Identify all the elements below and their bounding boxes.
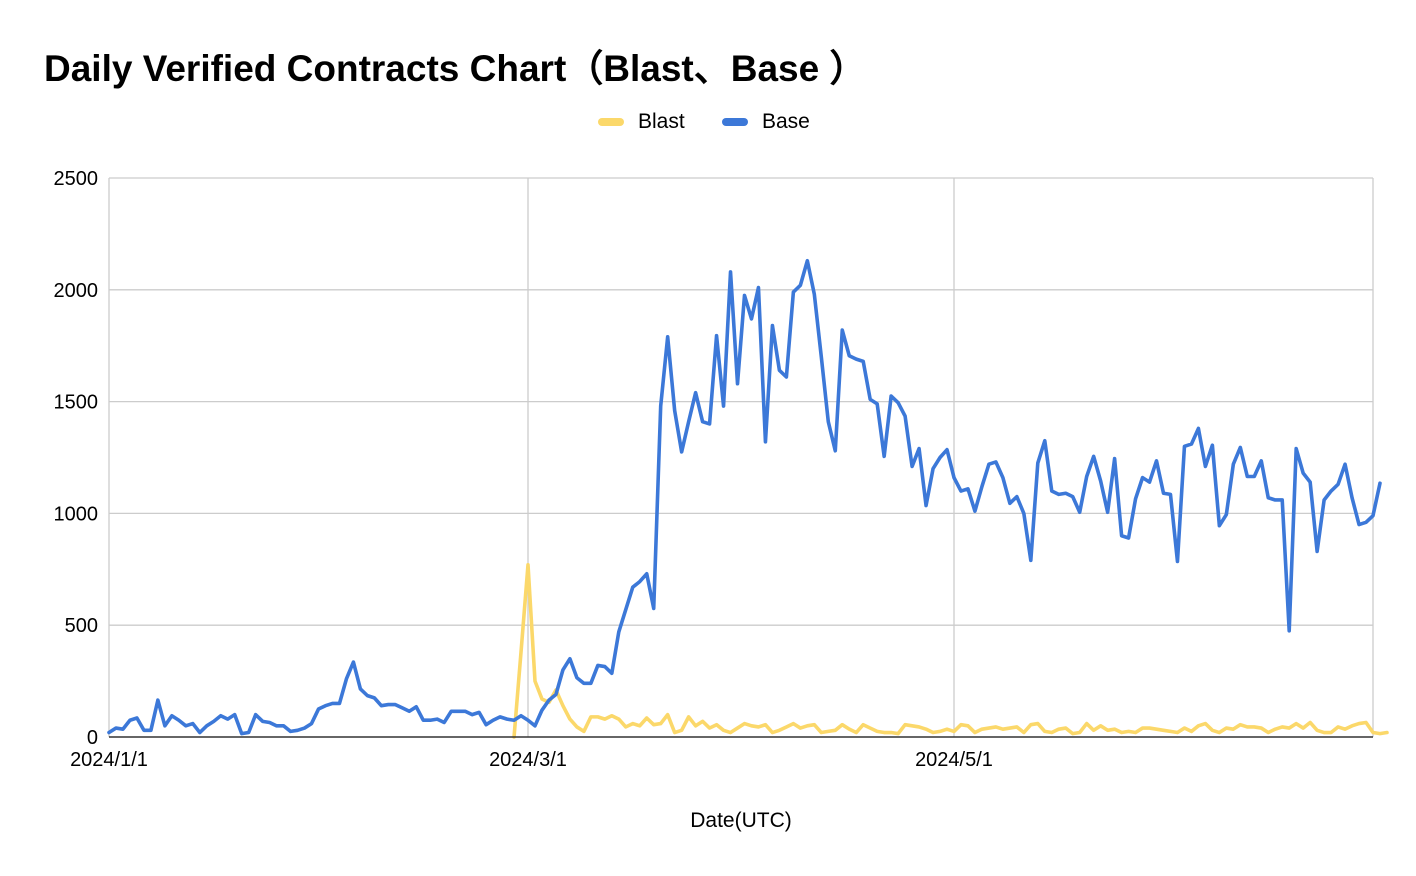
x-tick-label: 2024/5/1	[915, 749, 993, 771]
y-tick-label: 1500	[54, 392, 99, 414]
y-tick-label: 2500	[54, 168, 99, 190]
y-tick-label: 500	[65, 615, 98, 637]
series-line-base	[109, 261, 1380, 734]
x-tick-label: 2024/1/1	[70, 749, 148, 771]
x-axis-title: Date(UTC)	[690, 809, 792, 832]
y-tick-label: 2000	[54, 280, 99, 302]
series-line-blast	[514, 565, 1387, 737]
x-tick-label: 2024/3/1	[489, 749, 567, 771]
y-tick-label: 1000	[54, 503, 99, 525]
y-tick-label: 0	[87, 727, 98, 749]
